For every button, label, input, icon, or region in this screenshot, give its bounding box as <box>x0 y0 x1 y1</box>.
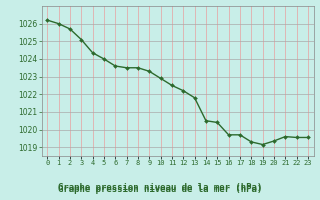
Text: Graphe pression niveau de la mer (hPa): Graphe pression niveau de la mer (hPa) <box>58 186 262 194</box>
Text: Graphe pression niveau de la mer (hPa): Graphe pression niveau de la mer (hPa) <box>58 184 262 192</box>
